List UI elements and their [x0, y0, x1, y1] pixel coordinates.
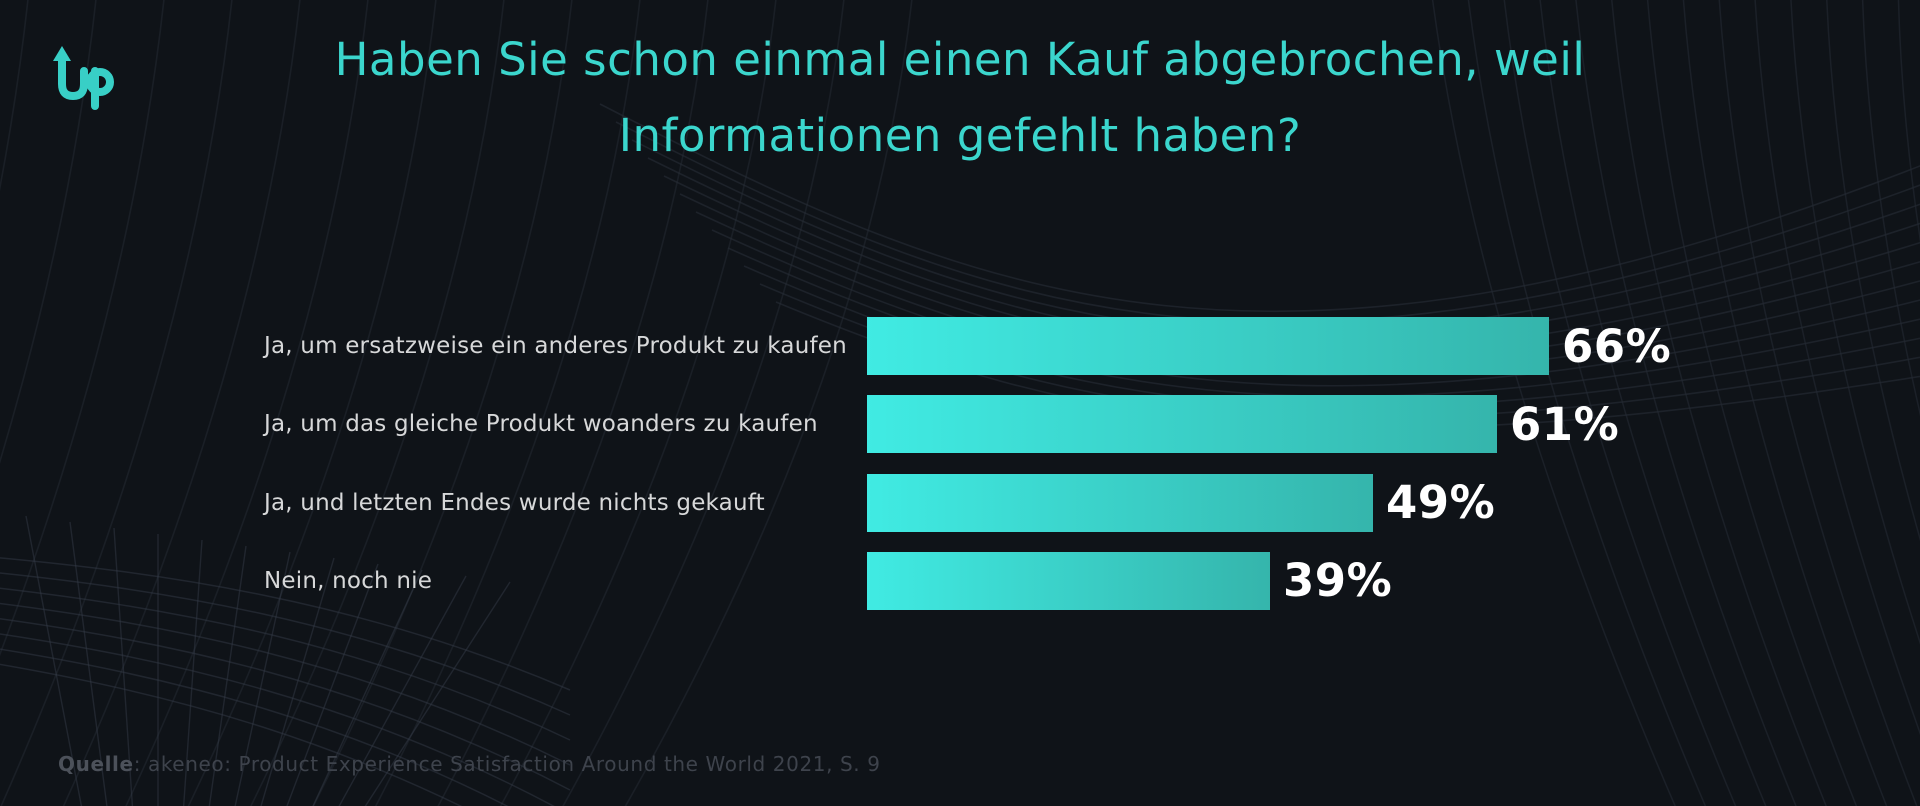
bar-row: Nein, noch nie 39%: [264, 551, 1671, 610]
bar-row: Ja, und letzten Endes wurde nichts gekau…: [264, 473, 1671, 532]
bar: [867, 551, 1270, 610]
up-logo: [50, 44, 114, 110]
source-prefix: Quelle: [58, 752, 134, 776]
value-label: 66%: [1562, 319, 1672, 373]
value-label: 39%: [1283, 554, 1393, 608]
chart-title-line-1: Haben Sie schon einmal einen Kauf abgebr…: [334, 33, 1586, 86]
up-arrow-logo-icon: [53, 46, 114, 110]
chart-title-line-2: Informationen gefehlt haben?: [618, 109, 1302, 162]
bar-chart: Ja, um ersatzweise ein anderes Produkt z…: [264, 317, 1671, 610]
value-label: 49%: [1386, 476, 1496, 530]
bar: [867, 395, 1497, 454]
source-note: Quelle: akeneo: Product Experience Satis…: [58, 752, 881, 776]
category-label: Ja, um ersatzweise ein anderes Produkt z…: [264, 333, 847, 359]
category-label: Ja, um das gleiche Produkt woanders zu k…: [264, 411, 818, 438]
bar-row: Ja, um das gleiche Produkt woanders zu k…: [264, 395, 1671, 454]
bar: [867, 473, 1373, 532]
source-text: : akeneo: Product Experience Satisfactio…: [133, 752, 881, 776]
value-label: 61%: [1510, 397, 1620, 451]
bar-row: Ja, um ersatzweise ein anderes Produkt z…: [264, 317, 1671, 375]
chart-title: Haben Sie schon einmal einen Kauf abgebr…: [0, 22, 1920, 174]
category-label: Nein, noch nie: [264, 567, 433, 594]
bar: [867, 317, 1549, 375]
category-label: Ja, und letzten Endes wurde nichts gekau…: [264, 489, 765, 516]
